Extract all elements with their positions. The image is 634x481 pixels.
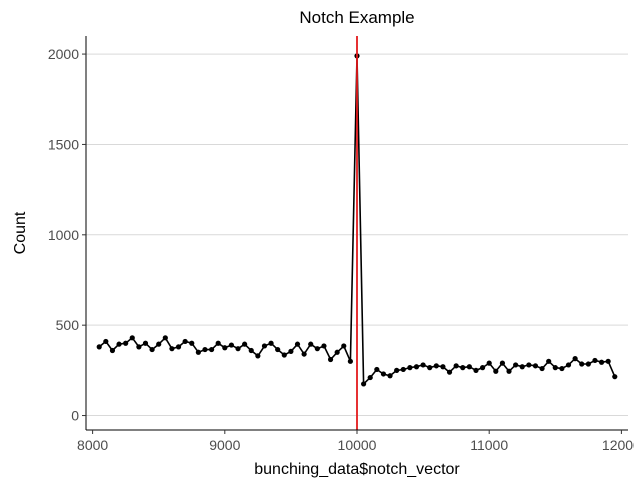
y-tick-label: 2000 [48, 46, 79, 62]
data-point [288, 348, 294, 354]
data-point [479, 365, 486, 371]
data-point [433, 363, 439, 369]
data-point [598, 359, 605, 365]
data-point [195, 349, 201, 355]
data-point [142, 340, 149, 346]
data-point [486, 360, 492, 366]
y-tick-label: 1000 [48, 227, 79, 243]
y-tick-label: 500 [56, 317, 80, 333]
data-point [546, 358, 552, 364]
y-tick-label: 0 [71, 408, 79, 424]
x-tick-label: 8000 [77, 437, 108, 453]
data-point [539, 365, 545, 372]
data-point [380, 371, 387, 377]
data-point [552, 365, 558, 371]
data-point [202, 346, 208, 353]
data-point [612, 374, 618, 380]
y-axis-ticks: 0 500 1000 1500 2000 [48, 46, 86, 424]
data-point [374, 366, 380, 373]
data-point [579, 361, 585, 367]
data-point [400, 366, 406, 373]
data-point [162, 335, 168, 341]
data-point [327, 356, 334, 363]
data-point [156, 341, 162, 347]
data-point [605, 358, 611, 364]
data-point [96, 344, 102, 350]
data-point [281, 352, 287, 358]
x-tick-label: 10000 [338, 437, 377, 453]
data-point [499, 360, 506, 366]
y-tick-label: 1500 [48, 136, 79, 152]
data-point [103, 338, 109, 345]
data-point [493, 368, 499, 374]
data-point [215, 340, 221, 346]
x-tick-label: 9000 [209, 437, 240, 453]
data-point [189, 340, 195, 346]
data-point [446, 369, 453, 375]
data-point [473, 367, 479, 373]
data-point [314, 346, 320, 352]
data-point [466, 364, 472, 370]
data-point [182, 338, 188, 345]
data-point [506, 368, 512, 374]
data-point [347, 358, 353, 364]
data-point [394, 367, 400, 373]
data-point [222, 345, 228, 351]
data-point [526, 362, 532, 368]
data-point [341, 343, 347, 349]
data-point [572, 356, 578, 362]
data-point [321, 343, 327, 349]
data-point [592, 357, 598, 364]
data-point [268, 340, 274, 346]
data-point [294, 341, 301, 347]
data-point [532, 363, 539, 369]
data-point [301, 351, 307, 357]
data-point [585, 361, 591, 367]
x-axis-title: bunching_data$notch_vector [254, 461, 460, 478]
data-point [228, 342, 235, 348]
data-point [208, 346, 215, 353]
data-point [123, 340, 129, 346]
data-point [387, 373, 393, 379]
data-point [175, 344, 182, 350]
data-point [559, 365, 565, 372]
data-point [413, 364, 420, 370]
data-point [565, 362, 572, 368]
data-point [440, 364, 446, 370]
data-point [116, 341, 122, 347]
data-point [460, 365, 466, 371]
data-point [242, 341, 248, 347]
data-point [109, 347, 116, 354]
data-point [513, 362, 519, 368]
data-point [308, 341, 314, 347]
data-point [149, 346, 155, 353]
chart-title: Notch Example [299, 8, 414, 27]
data-point [255, 353, 261, 359]
y-axis-title: Count [12, 211, 29, 254]
data-point [248, 347, 254, 354]
data-point [427, 365, 433, 371]
data-point [367, 374, 373, 381]
plot-area [96, 36, 618, 430]
data-point [261, 343, 268, 349]
data-point [519, 364, 525, 370]
data-point [169, 346, 175, 352]
data-point [453, 363, 459, 369]
data-point [235, 346, 241, 352]
data-point [129, 335, 135, 341]
data-point [275, 346, 281, 353]
data-point [136, 344, 142, 350]
x-tick-label: 11000 [470, 437, 508, 453]
data-point [361, 381, 367, 387]
data-point [420, 362, 426, 368]
data-point [334, 349, 340, 355]
data-point [407, 365, 413, 371]
